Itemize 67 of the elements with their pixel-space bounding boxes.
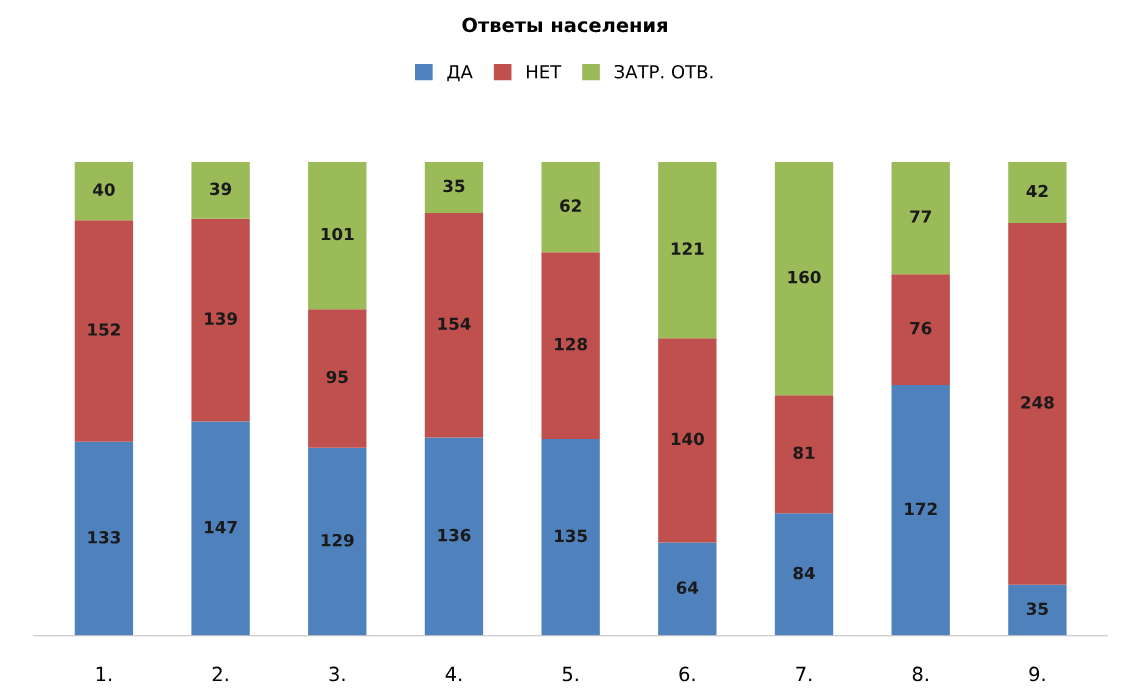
data-label: 154 <box>438 317 471 331</box>
bar <box>308 447 367 636</box>
data-label: 140 <box>671 432 704 446</box>
data-label: 76 <box>910 321 932 335</box>
bar <box>74 161 134 221</box>
data-label: 129 <box>321 533 354 547</box>
bar <box>191 218 250 422</box>
x-tick-label: 2. <box>212 666 228 682</box>
data-label: 40 <box>93 183 115 196</box>
data-label: 84 <box>793 566 815 580</box>
data-label: 172 <box>905 502 937 515</box>
bar <box>774 161 834 396</box>
bar <box>541 161 600 253</box>
bar <box>658 161 717 339</box>
bar <box>308 309 367 448</box>
data-label: 35 <box>443 179 465 193</box>
bar <box>191 421 250 636</box>
bar <box>424 161 484 213</box>
data-label: 128 <box>555 337 588 351</box>
data-label: 39 <box>210 182 232 196</box>
data-label: 95 <box>326 370 348 384</box>
bar <box>191 161 250 219</box>
bar <box>541 438 600 636</box>
bar <box>424 437 484 636</box>
bar <box>541 252 600 439</box>
bar <box>1008 161 1067 224</box>
x-tick-label: 8. <box>912 666 928 682</box>
bar <box>658 542 717 636</box>
data-label: 64 <box>676 581 699 594</box>
x-tick-label: 1. <box>96 666 112 682</box>
data-label: 136 <box>438 528 471 542</box>
x-tick-label: 9. <box>1029 666 1045 682</box>
x-tick-label: 3. <box>329 666 345 682</box>
bar <box>1008 584 1067 636</box>
data-label: 42 <box>1026 184 1048 198</box>
data-label: 101 <box>321 227 354 241</box>
chart-title: Ответы населения <box>462 17 667 33</box>
bar <box>774 513 834 636</box>
bar <box>74 220 134 442</box>
x-tick-label: 7. <box>796 666 812 682</box>
x-tick-label: 5. <box>562 666 578 682</box>
data-label: 135 <box>555 529 587 543</box>
bar <box>891 384 950 636</box>
bar <box>658 338 717 543</box>
x-tick-label: 6. <box>679 666 695 682</box>
bar <box>891 161 950 275</box>
data-label: 152 <box>88 323 120 336</box>
bar <box>1008 223 1067 585</box>
legend-label: ЗАТР. ОТВ. <box>614 64 713 79</box>
bar <box>774 395 834 514</box>
x-tick-label: 4. <box>445 666 462 682</box>
data-label: 248 <box>1021 396 1054 409</box>
bar <box>74 441 134 636</box>
data-label: 121 <box>671 242 704 255</box>
data-label: 81 <box>793 446 815 460</box>
legend-label: НЕТ <box>527 65 562 79</box>
bar <box>308 161 367 310</box>
data-label: 77 <box>910 210 931 223</box>
data-label: 133 <box>88 531 120 544</box>
data-label: 35 <box>1026 602 1048 616</box>
data-label: 62 <box>560 199 581 212</box>
bar <box>424 212 484 438</box>
data-label: 147 <box>205 521 237 534</box>
legend-label: ДА <box>447 65 473 82</box>
data-label: 160 <box>788 270 821 284</box>
data-label: 139 <box>205 312 237 325</box>
bar <box>891 274 950 385</box>
